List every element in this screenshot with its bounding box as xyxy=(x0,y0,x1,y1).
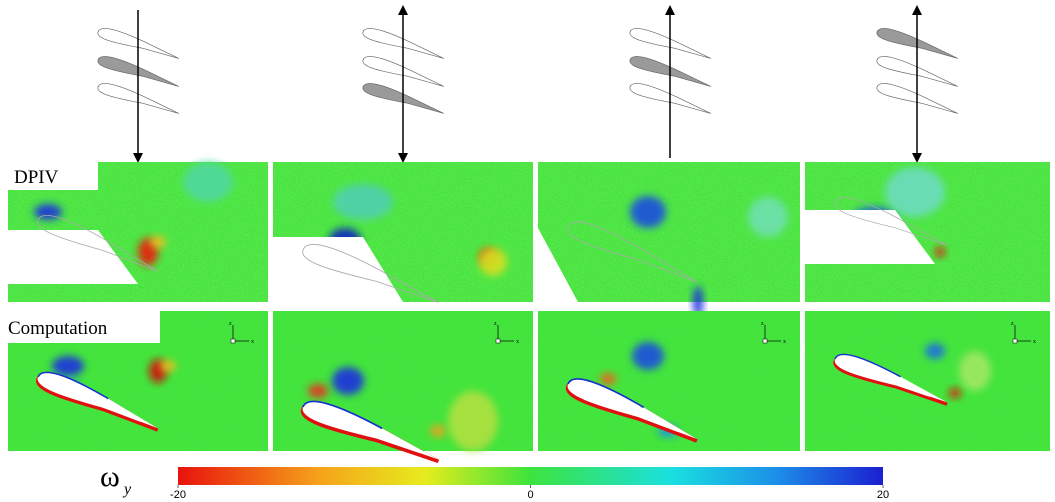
vortex xyxy=(308,384,328,398)
triad-label: x xyxy=(516,339,519,345)
vortex xyxy=(160,360,176,372)
airfoil xyxy=(629,81,714,117)
triad-label: z xyxy=(494,321,497,327)
panel-noise xyxy=(805,311,1050,451)
triad-origin xyxy=(231,339,235,343)
vortex xyxy=(630,196,666,228)
vortex xyxy=(332,367,364,395)
panel: zx xyxy=(805,311,1050,451)
panel: zx xyxy=(538,311,800,451)
airfoil xyxy=(876,26,961,62)
colorbar xyxy=(178,467,883,485)
vortex xyxy=(748,197,788,237)
vortex xyxy=(600,373,616,385)
colorbar-symbol: ω xyxy=(100,460,120,493)
colorbar-tick-label: 0 xyxy=(527,489,533,501)
airfoil xyxy=(97,81,182,117)
figure: zxzxzxzx DPIV Computation ω y -20020 xyxy=(0,0,1055,502)
vortex xyxy=(935,247,945,257)
triad-origin xyxy=(1013,339,1017,343)
airfoil xyxy=(97,54,182,90)
triad-label: z xyxy=(761,321,764,327)
colorbar-subscript: y xyxy=(122,481,132,498)
triad-origin xyxy=(763,339,767,343)
panel xyxy=(273,162,533,308)
vortex xyxy=(333,184,393,220)
airfoil xyxy=(876,81,961,117)
vortex xyxy=(150,236,166,248)
vortex xyxy=(52,356,84,376)
triad-label: x xyxy=(251,339,254,345)
colorbar-tick-label: 20 xyxy=(877,489,889,501)
vortex xyxy=(949,388,961,398)
airfoil xyxy=(362,81,447,117)
vortex xyxy=(448,391,498,451)
vortex xyxy=(959,351,991,391)
airfoil xyxy=(629,54,714,90)
row-label: Computation xyxy=(8,318,108,339)
kinematics-schematics xyxy=(97,10,961,158)
airfoil xyxy=(629,26,714,62)
triad-label: x xyxy=(783,339,786,345)
vortex xyxy=(430,425,446,437)
vortex xyxy=(925,343,945,359)
panel xyxy=(538,162,800,318)
airfoil xyxy=(876,54,961,90)
colorbar-ticks: -20 0 20 xyxy=(170,485,889,501)
colorbar-tick-label: -20 xyxy=(170,489,186,501)
triad-label: x xyxy=(1033,339,1036,345)
triad-origin xyxy=(496,339,500,343)
vortex xyxy=(632,342,664,370)
row-label: DPIV xyxy=(14,167,59,188)
airfoil xyxy=(97,26,182,62)
triad-label: z xyxy=(229,321,232,327)
panel xyxy=(805,162,1050,302)
panel: zx xyxy=(273,311,533,467)
vortex xyxy=(183,162,233,202)
vortex xyxy=(479,248,507,276)
triad-label: z xyxy=(1011,321,1014,327)
airfoil xyxy=(362,26,447,62)
vortex xyxy=(885,167,945,217)
